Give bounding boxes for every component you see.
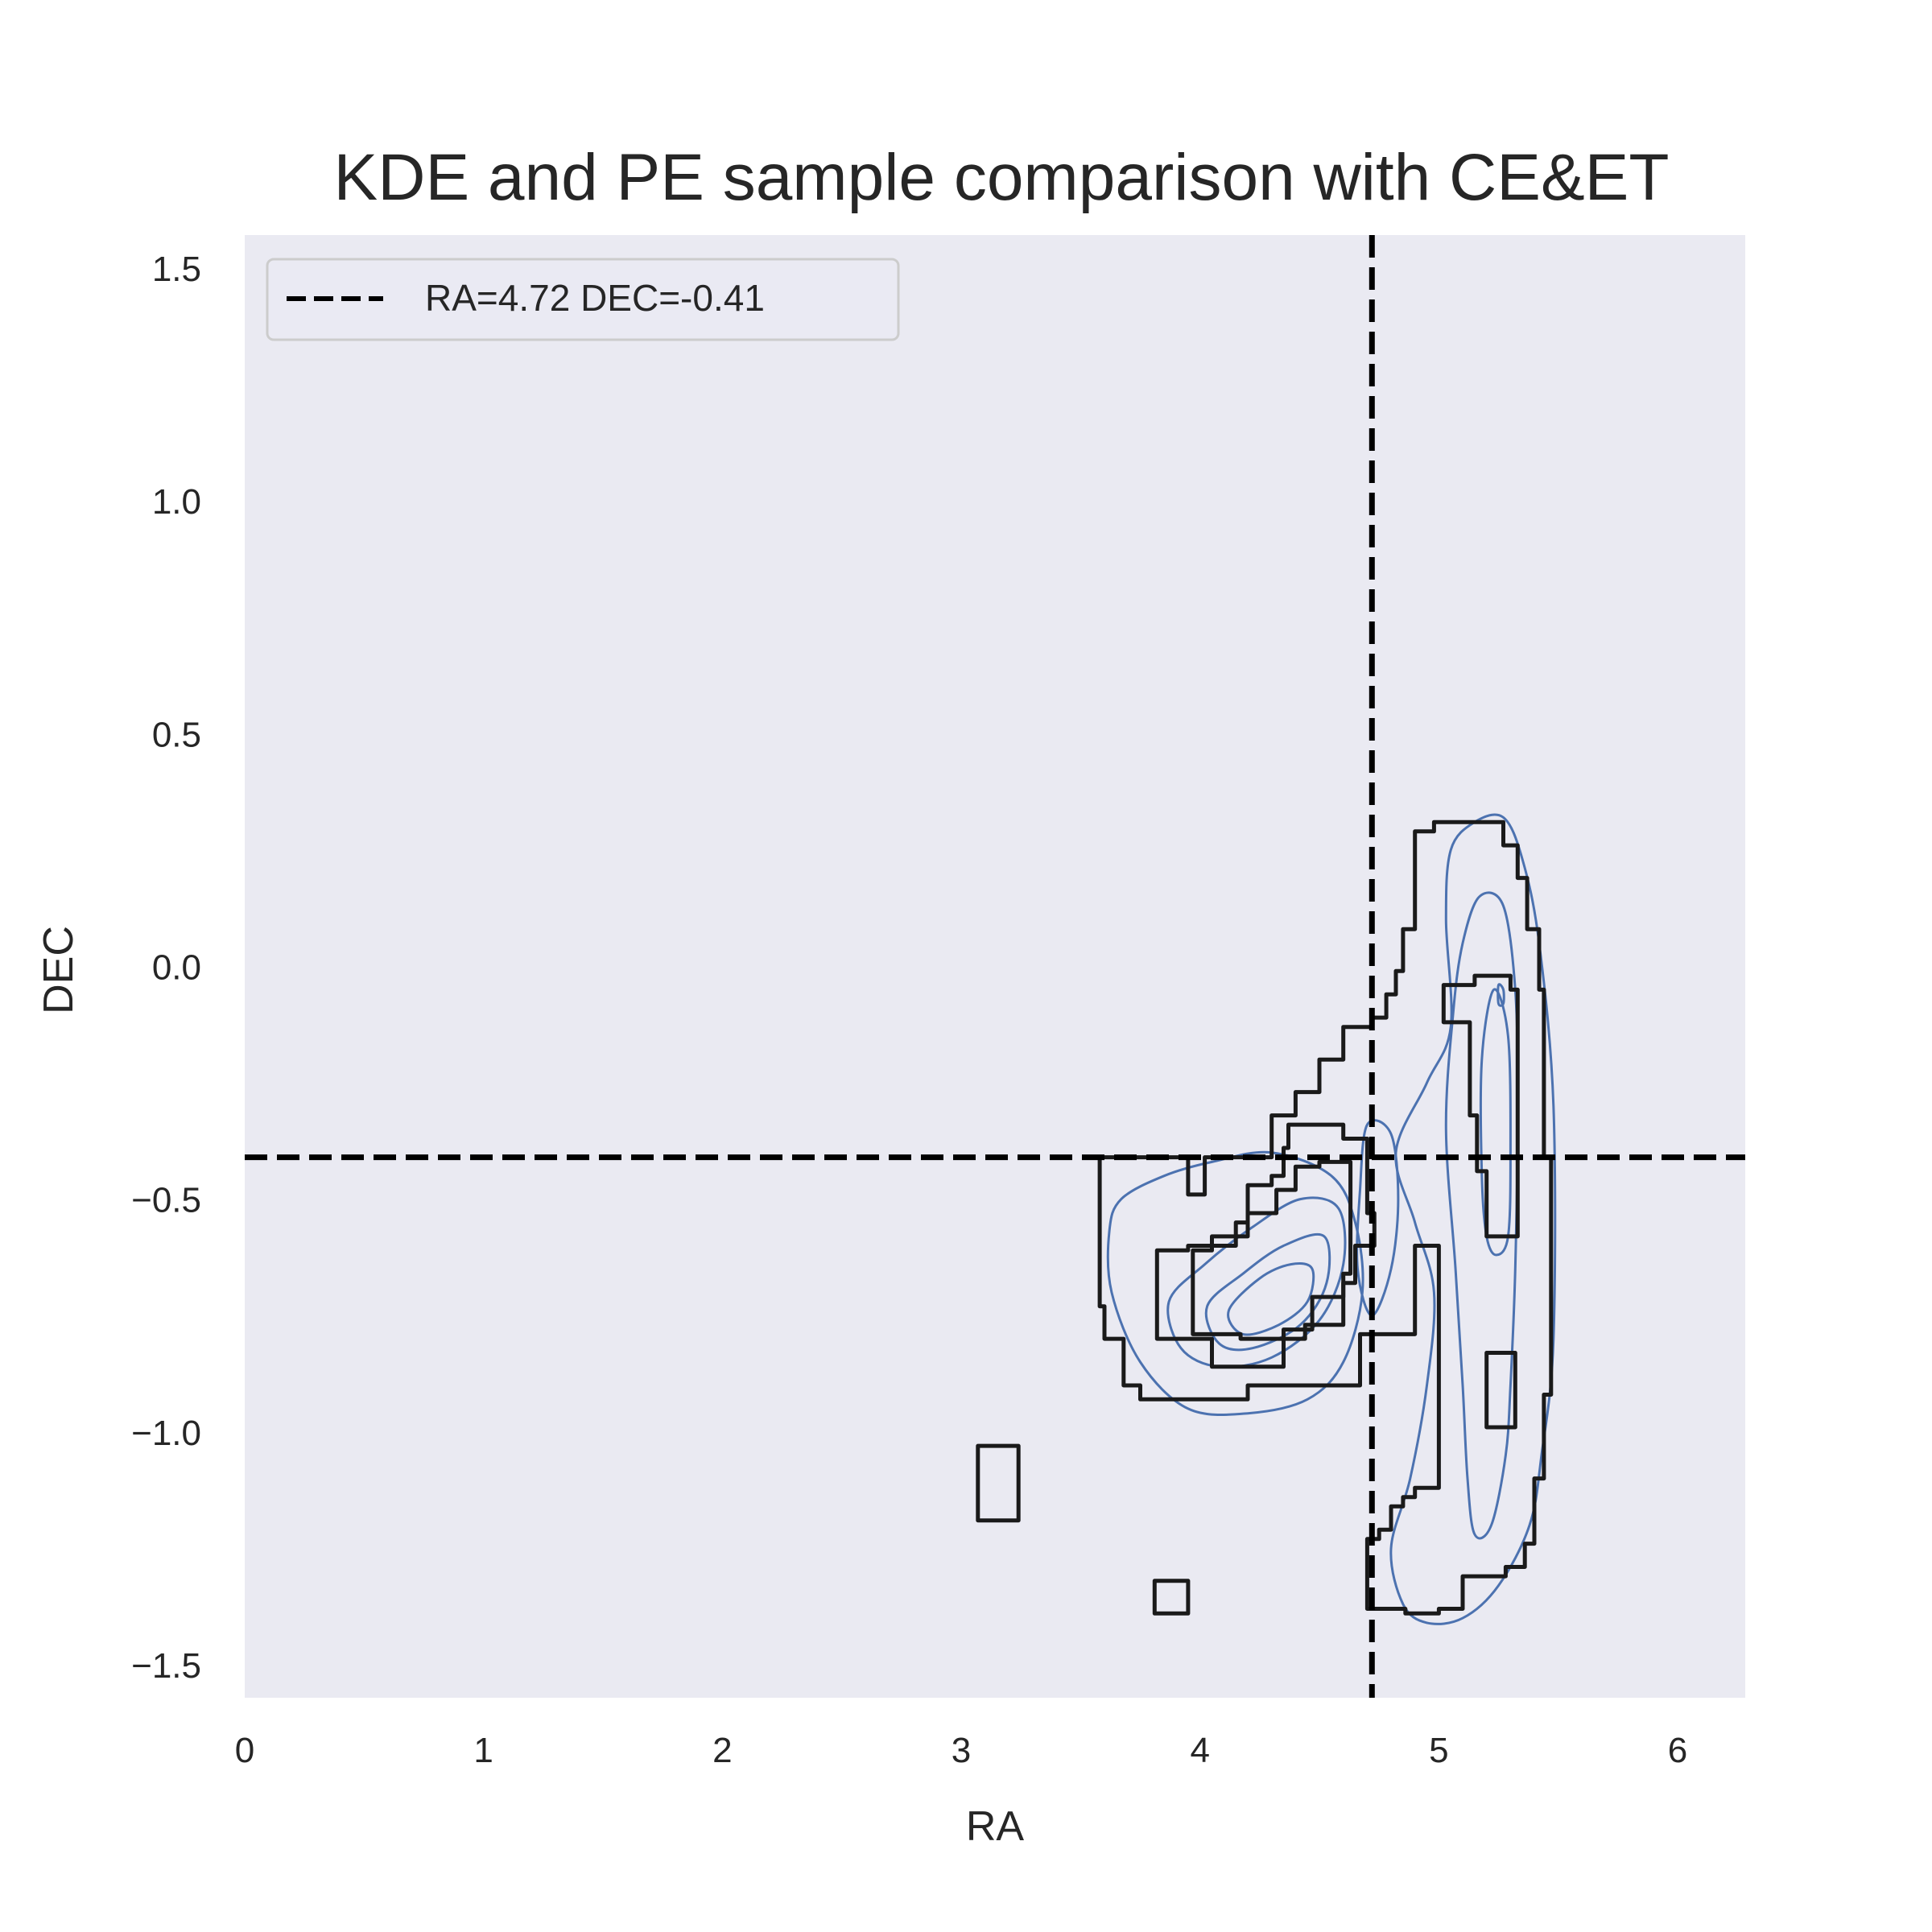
y-tick-label: −1.5 [131, 1646, 201, 1686]
x-axis-ticks: 0 1 2 3 4 5 6 [235, 1731, 1688, 1770]
x-tick-label: 4 [1190, 1731, 1209, 1770]
reference-lines [245, 235, 1745, 1698]
x-tick-label: 0 [235, 1731, 254, 1770]
pe-outer [1097, 819, 1554, 1616]
y-tick-label: 1.0 [152, 482, 201, 522]
y-tick-label: 1.5 [152, 250, 201, 289]
pe-inner-left [1191, 1159, 1353, 1341]
chart-title: KDE and PE sample comparison with CE&ET [334, 141, 1670, 214]
x-tick-label: 5 [1429, 1731, 1448, 1770]
legend: RA=4.72 DEC=-0.41 [266, 258, 900, 341]
kde-left-outer [1106, 1150, 1364, 1417]
y-axis-ticks: −1.5 −1.0 −0.5 0.0 0.5 1.0 1.5 [131, 250, 201, 1686]
pe-right-lower [1484, 1351, 1517, 1430]
x-tick-label: 2 [712, 1731, 732, 1770]
pe-sample-contours [976, 819, 1554, 1616]
x-tick-label: 1 [473, 1731, 493, 1770]
y-tick-label: 0.0 [152, 948, 201, 988]
kde-left-inner [1204, 1232, 1331, 1352]
kde-right-core [1496, 983, 1505, 1007]
kde-mid-bridge [1356, 1119, 1400, 1317]
kde-right-outer [1389, 813, 1557, 1625]
x-tick-label: 6 [1668, 1731, 1687, 1770]
y-tick-label: 0.5 [152, 715, 201, 754]
y-axis-label: DEC [35, 926, 82, 1014]
plot-area [245, 235, 1745, 1698]
kde-right-inner [1479, 988, 1512, 1257]
y-tick-label: −0.5 [131, 1181, 201, 1220]
pe-right-mid [1441, 973, 1520, 1239]
y-tick-label: −1.0 [131, 1414, 201, 1453]
pe-island-1 [976, 1443, 1021, 1523]
kde-center [1227, 1262, 1315, 1336]
x-axis-label: RA [966, 1803, 1025, 1850]
x-tick-label: 3 [952, 1731, 971, 1770]
legend-entry-label: RA=4.72 DEC=-0.41 [425, 277, 765, 319]
pe-island-2 [1152, 1579, 1191, 1616]
legend-frame [266, 258, 900, 341]
